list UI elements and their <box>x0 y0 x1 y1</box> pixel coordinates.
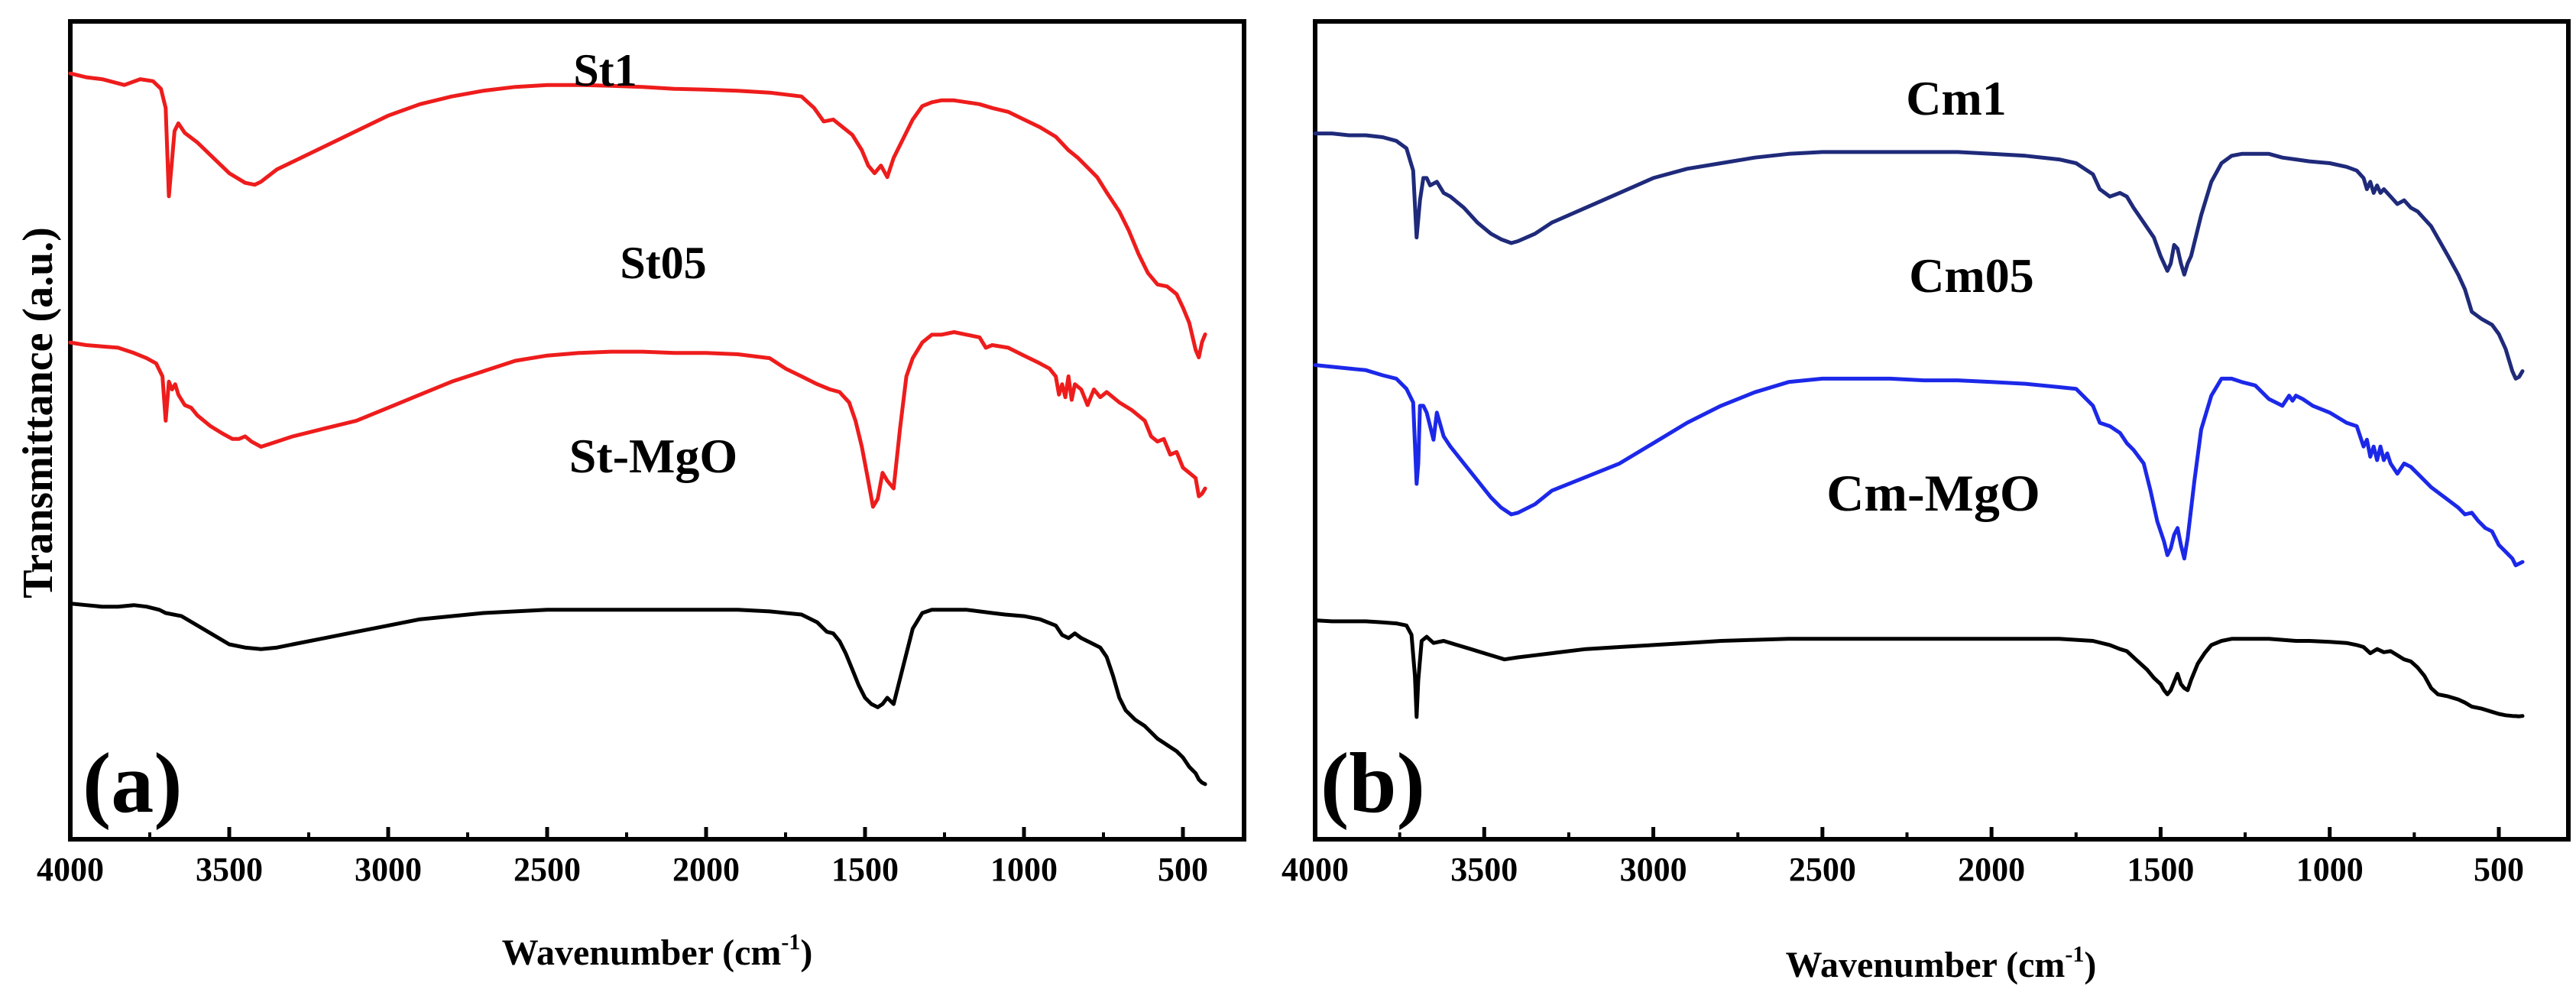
y-axis-label: Transmittance (a.u.) <box>15 227 62 598</box>
panel-a-x-axis-label: Wavenumber (cm-1) <box>502 929 813 973</box>
panel-a-xlabel-close: ) <box>800 933 812 973</box>
panel-a-plot-area <box>68 71 1207 787</box>
panel-a-frame <box>68 19 1246 842</box>
x-tick-label-2500: 2500 <box>1789 851 1856 888</box>
x-tick-label-3500: 3500 <box>1450 851 1518 888</box>
x-tick-label-3000: 3000 <box>1620 851 1687 888</box>
series-line-cm05 <box>1313 363 2525 568</box>
series-line-st1 <box>68 71 1207 360</box>
panel-b-label: (b) <box>1320 736 1425 831</box>
x-tick-label-1500: 1500 <box>831 851 899 888</box>
annotation-cm1: Cm1 <box>1906 71 2007 125</box>
x-tick-label-1000: 1000 <box>990 851 1058 888</box>
panel-a-xlabel-main: Wavenumber (cm <box>502 933 782 973</box>
panel-a-label: (a) <box>83 736 183 831</box>
annotation-cm05: Cm05 <box>1909 248 2034 303</box>
panel-a: 4000 3500 3000 2500 2000 1500 1000 500 St1 St05… <box>37 19 1246 973</box>
x-tick-label-500: 500 <box>2474 851 2524 888</box>
panel-a-xlabel-sup: -1 <box>781 929 800 955</box>
annotation-st1: St1 <box>573 45 637 96</box>
x-tick-label-2000: 2000 <box>672 851 740 888</box>
x-tick-label-1500: 1500 <box>2127 851 2194 888</box>
x-tick-label-3500: 3500 <box>196 851 263 888</box>
annotation-st05: St05 <box>620 238 706 288</box>
panel-b-ticks: 4000 3500 3000 2500 2000 1500 1000 500 <box>1282 827 2524 888</box>
panel-b-x-axis-label: Wavenumber (cm-1) <box>1786 942 2097 985</box>
panel-b-xlabel-main: Wavenumber (cm <box>1786 945 2066 985</box>
annotation-st-mgo: St-MgO <box>569 429 737 483</box>
panel-b-frame <box>1313 19 2571 842</box>
panel-b-xlabel-sup: -1 <box>2065 942 2084 967</box>
x-tick-label-2000: 2000 <box>1958 851 2025 888</box>
x-tick-label-1000: 1000 <box>2296 851 2364 888</box>
series-line-cm1 <box>1313 131 2525 381</box>
series-line-st-mgo <box>68 602 1207 787</box>
x-tick-label-4000: 4000 <box>1282 851 1349 888</box>
annotation-cm-mgo: Cm-MgO <box>1826 464 2040 522</box>
panel-b-plot-area <box>1313 131 2525 719</box>
x-tick-label-2500: 2500 <box>514 851 581 888</box>
series-line-st05 <box>68 330 1207 509</box>
x-tick-label-4000: 4000 <box>37 851 104 888</box>
x-tick-label-3000: 3000 <box>355 851 422 888</box>
panel-a-ticks: 4000 3500 3000 2500 2000 1500 1000 500 <box>37 827 1208 888</box>
panel-b: 4000 3500 3000 2500 2000 1500 1000 500 Cm1 Cm05… <box>1282 19 2571 985</box>
x-tick-label-500: 500 <box>1158 851 1208 888</box>
series-line-cm-mgo <box>1313 618 2525 719</box>
panel-b-xlabel-close: ) <box>2084 945 2096 985</box>
